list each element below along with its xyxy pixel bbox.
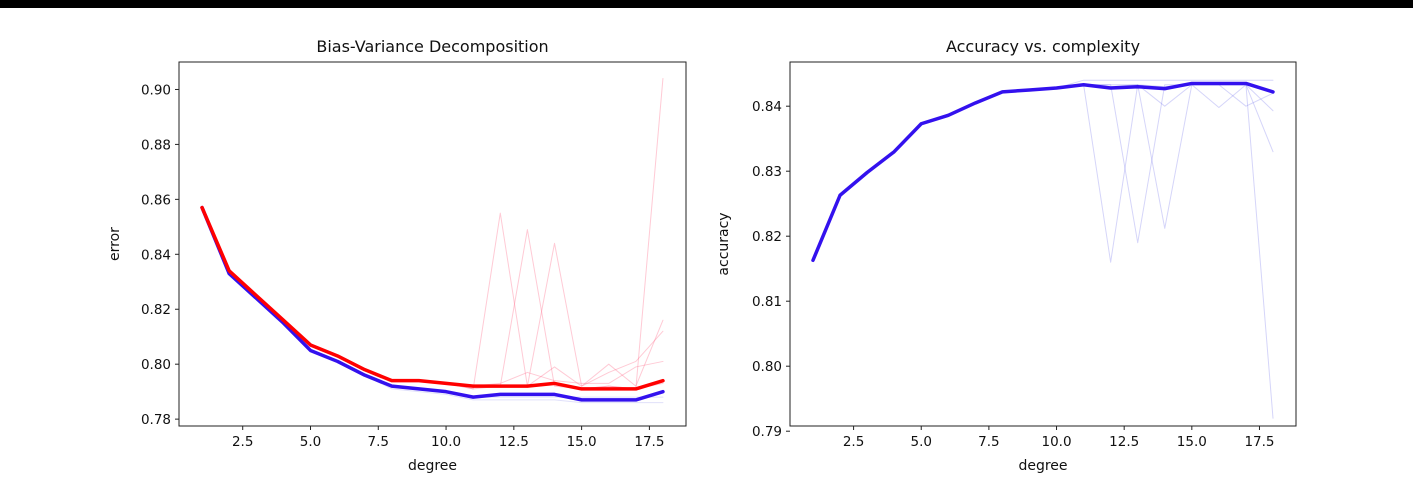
series-group-left (200, 77, 665, 404)
top-bar (0, 0, 1413, 8)
y-tick-label-right: 0.80 (752, 359, 782, 375)
y-ticks-right: 0.79 0.80 0.81 0.82 0.83 0.84 (752, 99, 790, 440)
x-tick-label-left: 15.0 (567, 434, 597, 450)
y-tick-label-right: 0.84 (752, 99, 782, 115)
plot-area-left (179, 62, 686, 426)
x-axis-label-right: degree (1018, 458, 1067, 474)
x-tick-label-right: 12.5 (1109, 434, 1139, 450)
x-tick-label-right: 17.5 (1244, 434, 1274, 450)
chart-right: 2.5 5.0 7.5 10.0 12.5 15.0 17.5 0.790.800.810.… (716, 37, 1297, 474)
y-tick-label-left: 0.88 (141, 137, 171, 153)
y-tick-label-left: 0.78 (141, 412, 171, 428)
chart-title-right: Accuracy vs. complexity (946, 37, 1140, 56)
y-ticks-left: 0.78 0.80 0.82 0.84 0.86 0.88 0.90 (141, 82, 179, 428)
x-ticks-right: 2.5 5.0 7.5 10.0 12.5 15.0 17.5 (843, 426, 1275, 450)
x-tick-label-left: 7.5 (368, 434, 389, 450)
x-tick-label-left: 17.5 (634, 434, 664, 450)
x-axis-label-left: degree (408, 458, 457, 474)
plot-frame-right (789, 61, 1297, 427)
x-tick-label-right: 7.5 (978, 434, 999, 450)
y-tick-label-left: 0.86 (141, 192, 171, 208)
plot-area-right (790, 62, 1296, 426)
y-tick-label-left: 0.84 (141, 247, 171, 263)
y-tick-label-right: 0.83 (752, 164, 782, 180)
x-tick-label-right: 10.0 (1041, 434, 1071, 450)
x-tick-label-right: 15.0 (1177, 434, 1207, 450)
series-group-right (811, 79, 1275, 419)
y-axis-label-left: error (107, 227, 123, 261)
x-tick-label-right: 5.0 (910, 434, 931, 450)
chart-left: 2.5 5.0 7.5 10.0 12.5 15.0 17.5 0.780.800.820.… (107, 37, 687, 474)
x-tick-label-left: 2.5 (232, 434, 253, 450)
y-tick-label-right: 0.81 (752, 294, 782, 310)
y-tick-label-left: 0.82 (141, 302, 171, 318)
x-tick-label-left: 12.5 (499, 434, 529, 450)
series-line-right-5-main (811, 81, 1275, 262)
y-axis-label-right: accuracy (716, 212, 732, 275)
y-tick-label-right: 0.79 (752, 424, 782, 440)
y-tick-label-left: 0.90 (141, 82, 171, 98)
series-line-left-0-main (200, 205, 665, 402)
y-tick-label-left: 0.80 (141, 357, 171, 373)
x-tick-label-left: 5.0 (300, 434, 321, 450)
series-line-left-1-main (200, 205, 665, 391)
plot-frame-left (178, 61, 687, 427)
x-ticks-left: 2.5 5.0 7.5 10.0 12.5 15.0 17.5 (232, 426, 664, 450)
chart-title-left: Bias-Variance Decomposition (316, 37, 548, 56)
x-tick-label-left: 10.0 (431, 434, 461, 450)
y-tick-label-right: 0.82 (752, 229, 782, 245)
x-tick-label-right: 2.5 (843, 434, 864, 450)
